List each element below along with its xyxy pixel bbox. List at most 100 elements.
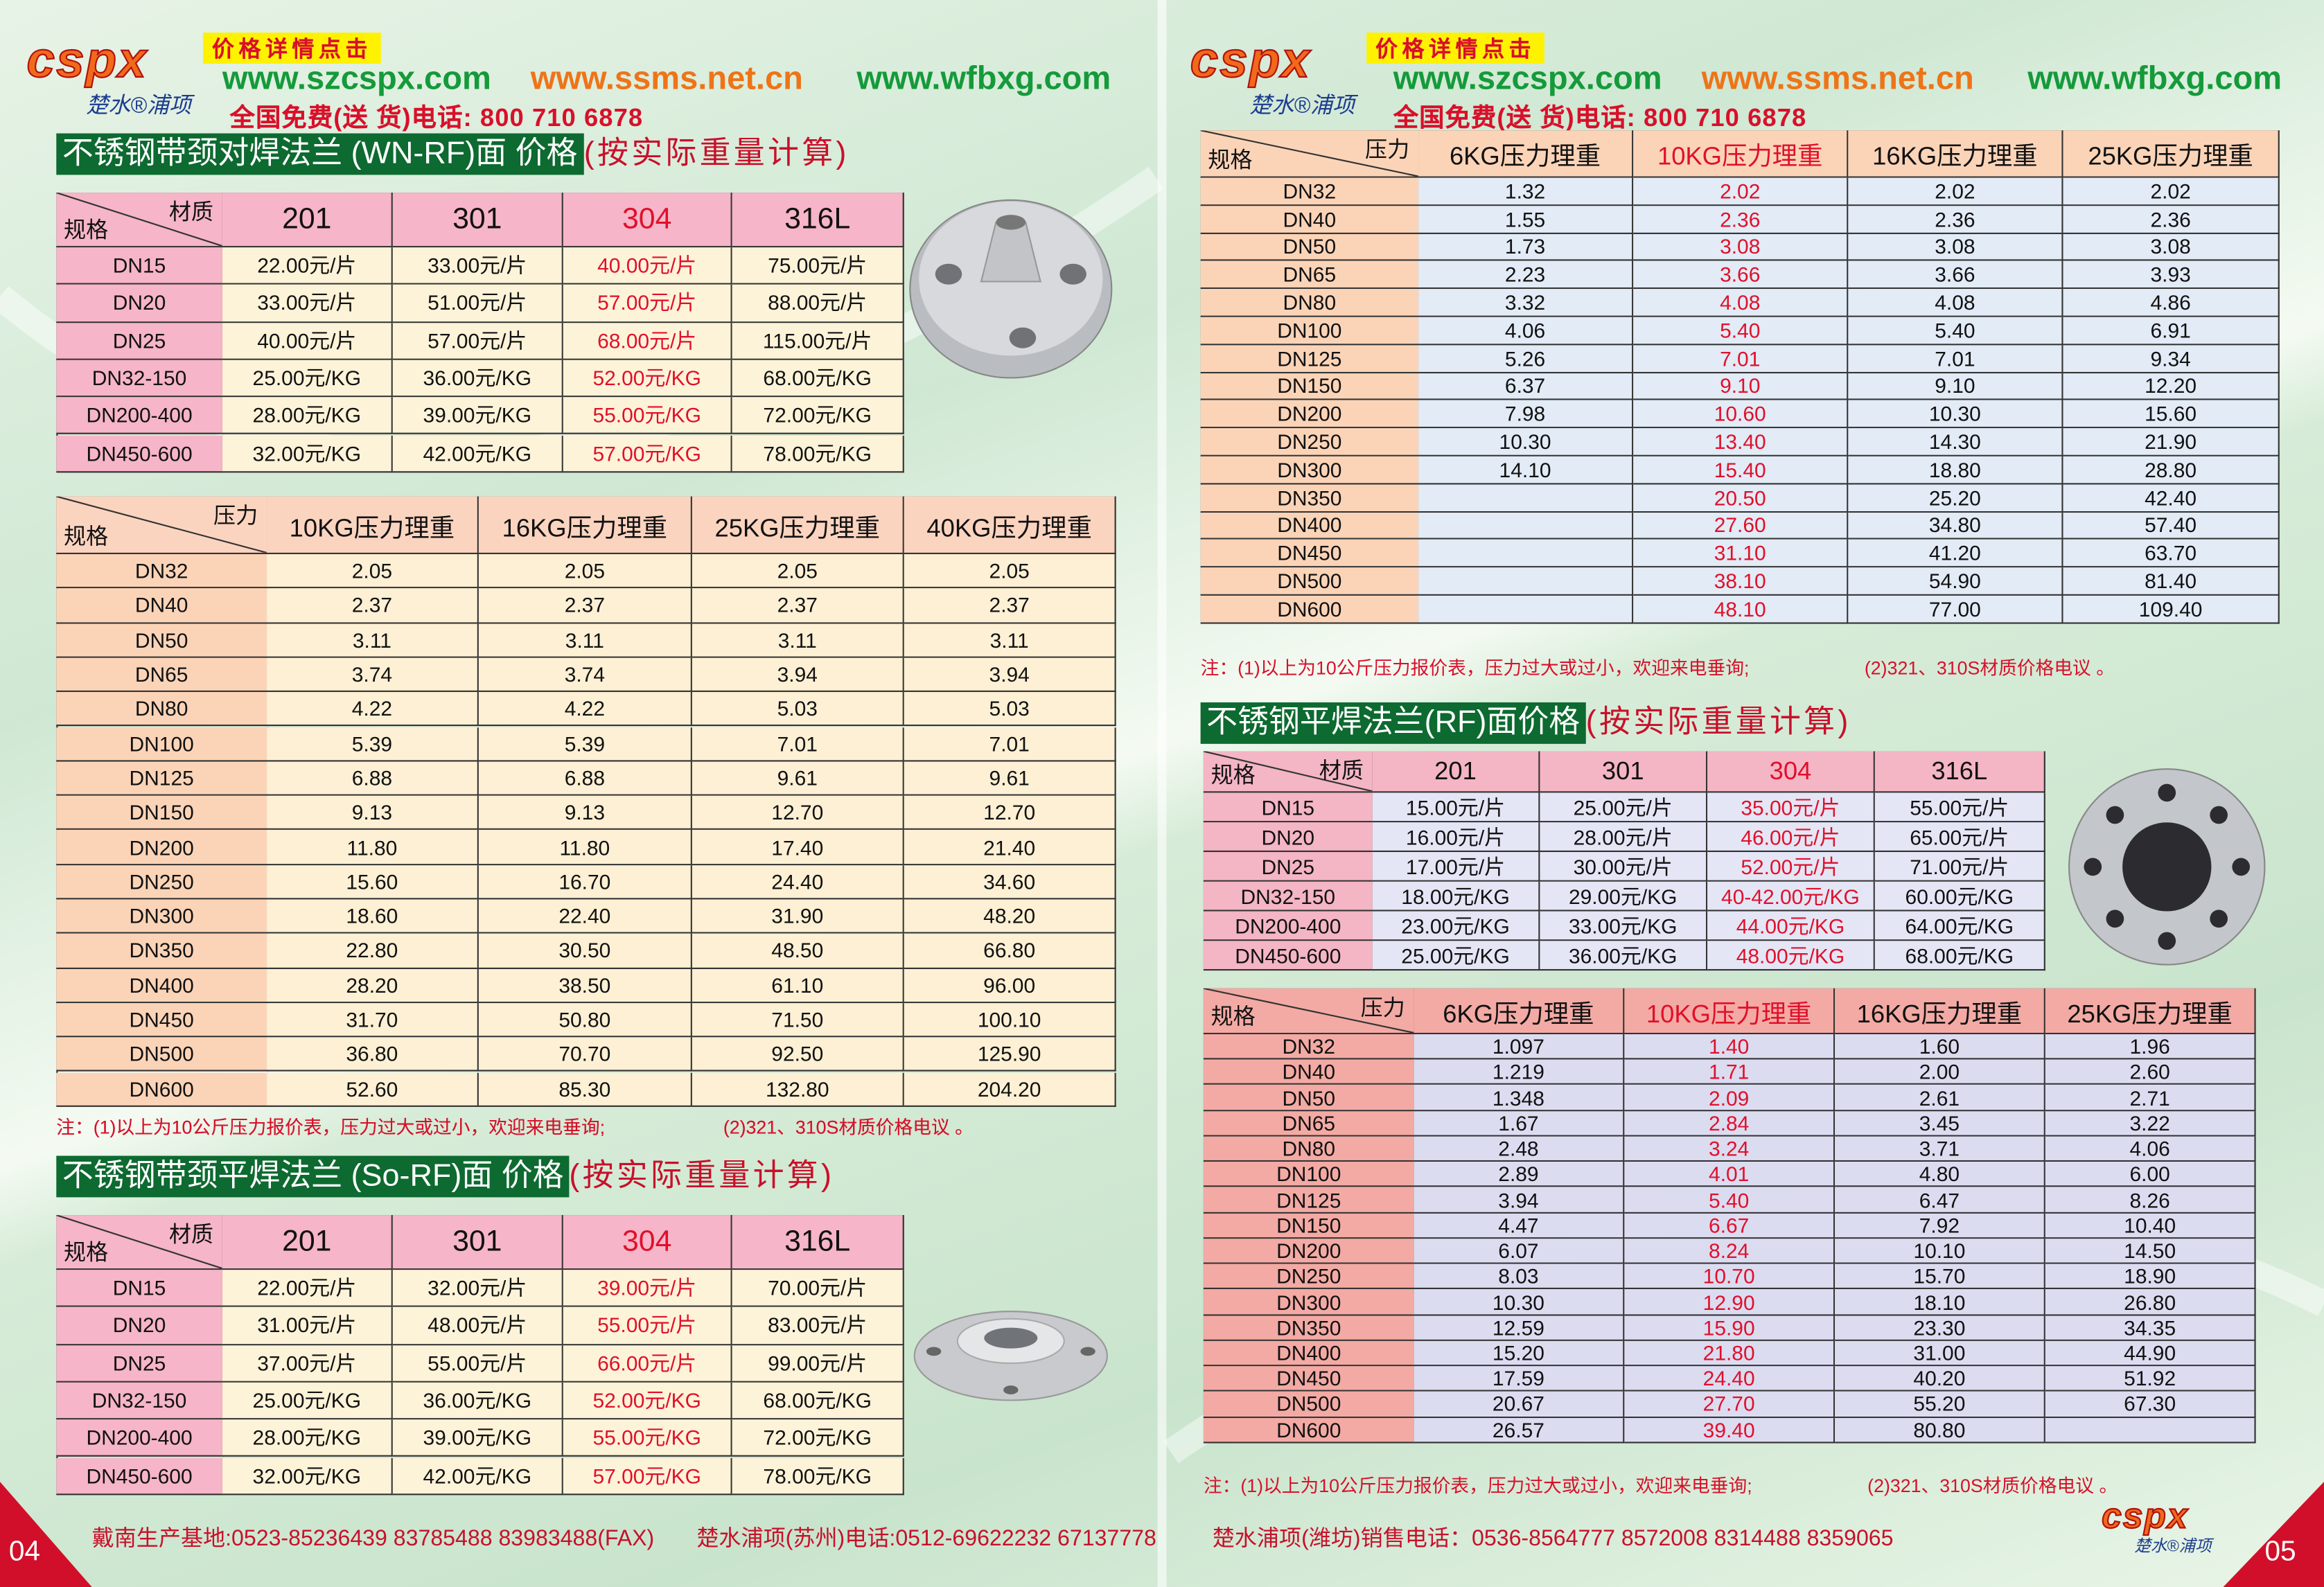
price-cell: 10.10 (1835, 1239, 2045, 1264)
row-label: DN125 (56, 761, 269, 796)
price-cell (1418, 512, 1634, 540)
url[interactable]: www.ssms.net.cn (1701, 59, 1974, 97)
row-label: DN350 (1203, 1315, 1416, 1341)
url[interactable]: www.wfbxg.com (2027, 59, 2282, 97)
table: 压力 规格 6KG压力理重 10KG压力理重 16KG压力理重 25KG压力理重 DN32 1… (1200, 130, 2280, 624)
price-cell: 2.37 (267, 588, 479, 623)
section-title: 不锈钢带颈对焊法兰 (WN-RF)面 价格 (56, 133, 584, 175)
price-cell: 48.00元/KG (1707, 941, 1875, 971)
price-cell: 3.08 (1848, 233, 2063, 262)
section-title-suffix: (按实际重量计算) (583, 136, 850, 170)
price-cell: 12.70 (692, 795, 904, 831)
price-cell: 2.37 (692, 588, 904, 623)
price-cell: 72.00元/KG (732, 397, 904, 435)
price-cell: 4.06 (1418, 317, 1634, 345)
price-cell: 50.80 (478, 1002, 692, 1038)
page-number: 05 (2264, 1536, 2296, 1568)
price-cell: 68.00元/KG (1874, 941, 2045, 971)
price-cell: 52.00元/KG (563, 1382, 732, 1420)
price-cell: 48.20 (904, 899, 1116, 934)
price-cell: 9.61 (904, 761, 1116, 796)
column-header: 201 (222, 1215, 393, 1270)
row-label: DN15 (56, 247, 224, 285)
price-cell: 15.90 (1624, 1315, 1836, 1341)
price-cell: 3.71 (1835, 1136, 2045, 1162)
corner-cell: 压力 规格 (1200, 130, 1420, 178)
price-cell: 2.23 (1418, 261, 1634, 290)
price-cell: 2.84 (1624, 1110, 1836, 1137)
price-cell: 4.86 (2063, 289, 2280, 317)
price-cell: 18.60 (267, 899, 479, 934)
price-cell: 36.00元/KG (392, 1382, 563, 1420)
row-label: DN500 (1200, 567, 1420, 596)
price-cell: 81.40 (2063, 567, 2280, 596)
row-label: DN80 (1200, 289, 1420, 317)
price-cell: 18.90 (2045, 1264, 2256, 1290)
page-number: 04 (8, 1536, 41, 1568)
url[interactable]: www.ssms.net.cn (530, 59, 803, 97)
footer-text: 戴南生产基地:0523-85236439 83785488 83983488(F… (91, 1526, 655, 1552)
price-cell: 71.50 (692, 1002, 904, 1038)
diagonal (56, 496, 267, 553)
price-cell (1418, 595, 1634, 624)
price-link[interactable]: 价格详情点击 (203, 33, 381, 64)
url[interactable]: www.szcspx.com (1393, 59, 1662, 97)
price-cell: 2.60 (2045, 1059, 2256, 1085)
price-cell: 3.11 (692, 623, 904, 658)
price-cell: 10.70 (1624, 1264, 1836, 1290)
column-header: 304 (563, 193, 732, 248)
column-header: 25KG压力理重 (2063, 130, 2280, 178)
column-header: 10KG压力理重 (267, 496, 479, 555)
row-label: DN65 (1203, 1110, 1416, 1137)
row-label: DN25 (56, 322, 224, 360)
price-cell: 39.00元/KG (392, 1419, 563, 1457)
url[interactable]: www.wfbxg.com (856, 59, 1111, 97)
price-link[interactable]: 价格详情点击 (1366, 33, 1544, 64)
price-cell: 1.40 (1624, 1034, 1836, 1060)
price-cell: 68.00元/KG (732, 360, 904, 398)
row-label: DN50 (1200, 233, 1420, 262)
price-cell: 32.00元/KG (222, 1457, 393, 1495)
column-header: 10KG压力理重 (1633, 130, 1849, 178)
column-header: 301 (392, 1215, 563, 1270)
price-cell: 55.20 (1835, 1392, 2045, 1418)
price-cell: 4.22 (267, 692, 479, 727)
table: 压力 规格 10KG压力理重 16KG压力理重 25KG压力理重 40KG压力理重 DN32… (56, 496, 1116, 1107)
row-label: DN15 (1203, 792, 1374, 823)
row-label: DN65 (56, 657, 269, 693)
url[interactable]: www.szcspx.com (222, 59, 491, 97)
price-cell: 57.00元/片 (392, 322, 563, 360)
price-cell: 6.88 (478, 761, 692, 796)
price-cell: 22.40 (478, 899, 692, 934)
row-label: DN200-400 (56, 1419, 224, 1457)
price-cell: 11.80 (478, 830, 692, 865)
price-cell: 29.00元/KG (1540, 881, 1708, 912)
price-cell: 18.80 (1848, 456, 2063, 485)
price-cell: 5.40 (1633, 317, 1849, 345)
column-header: 316L (732, 1215, 904, 1270)
price-cell: 12.70 (904, 795, 1116, 831)
price-cell: 10.30 (1414, 1289, 1625, 1315)
row-label: DN450-600 (56, 434, 224, 472)
price-cell: 52.60 (267, 1072, 479, 1107)
price-cell: 14.10 (1418, 456, 1634, 485)
price-cell: 75.00元/片 (732, 247, 904, 285)
diagonal (1200, 130, 1419, 177)
row-label: DN250 (1200, 428, 1420, 456)
table: 压力 规格 6KG压力理重 10KG压力理重 16KG压力理重 25KG压力理重 DN32 1… (1203, 988, 2256, 1444)
corner-cell: 材质 规格 (1203, 751, 1374, 793)
price-cell: 55.00元/KG (563, 1419, 732, 1457)
price-cell: 48.50 (692, 934, 904, 969)
corner-cell: 材质 规格 (56, 193, 224, 248)
price-cell: 55.00元/片 (563, 1307, 732, 1345)
price-cell: 22.00元/片 (222, 1270, 393, 1308)
row-label: DN200-400 (1203, 911, 1374, 941)
price-cell: 7.98 (1418, 400, 1634, 429)
price-cell: 40.00元/片 (563, 247, 732, 285)
price-cell: 40-42.00元/KG (1707, 881, 1875, 912)
flange-image (909, 199, 1113, 379)
price-cell: 14.50 (2045, 1239, 2256, 1264)
price-cell: 85.30 (478, 1072, 692, 1107)
price-cell: 31.00 (1835, 1340, 2045, 1367)
column-header: 301 (392, 193, 563, 248)
